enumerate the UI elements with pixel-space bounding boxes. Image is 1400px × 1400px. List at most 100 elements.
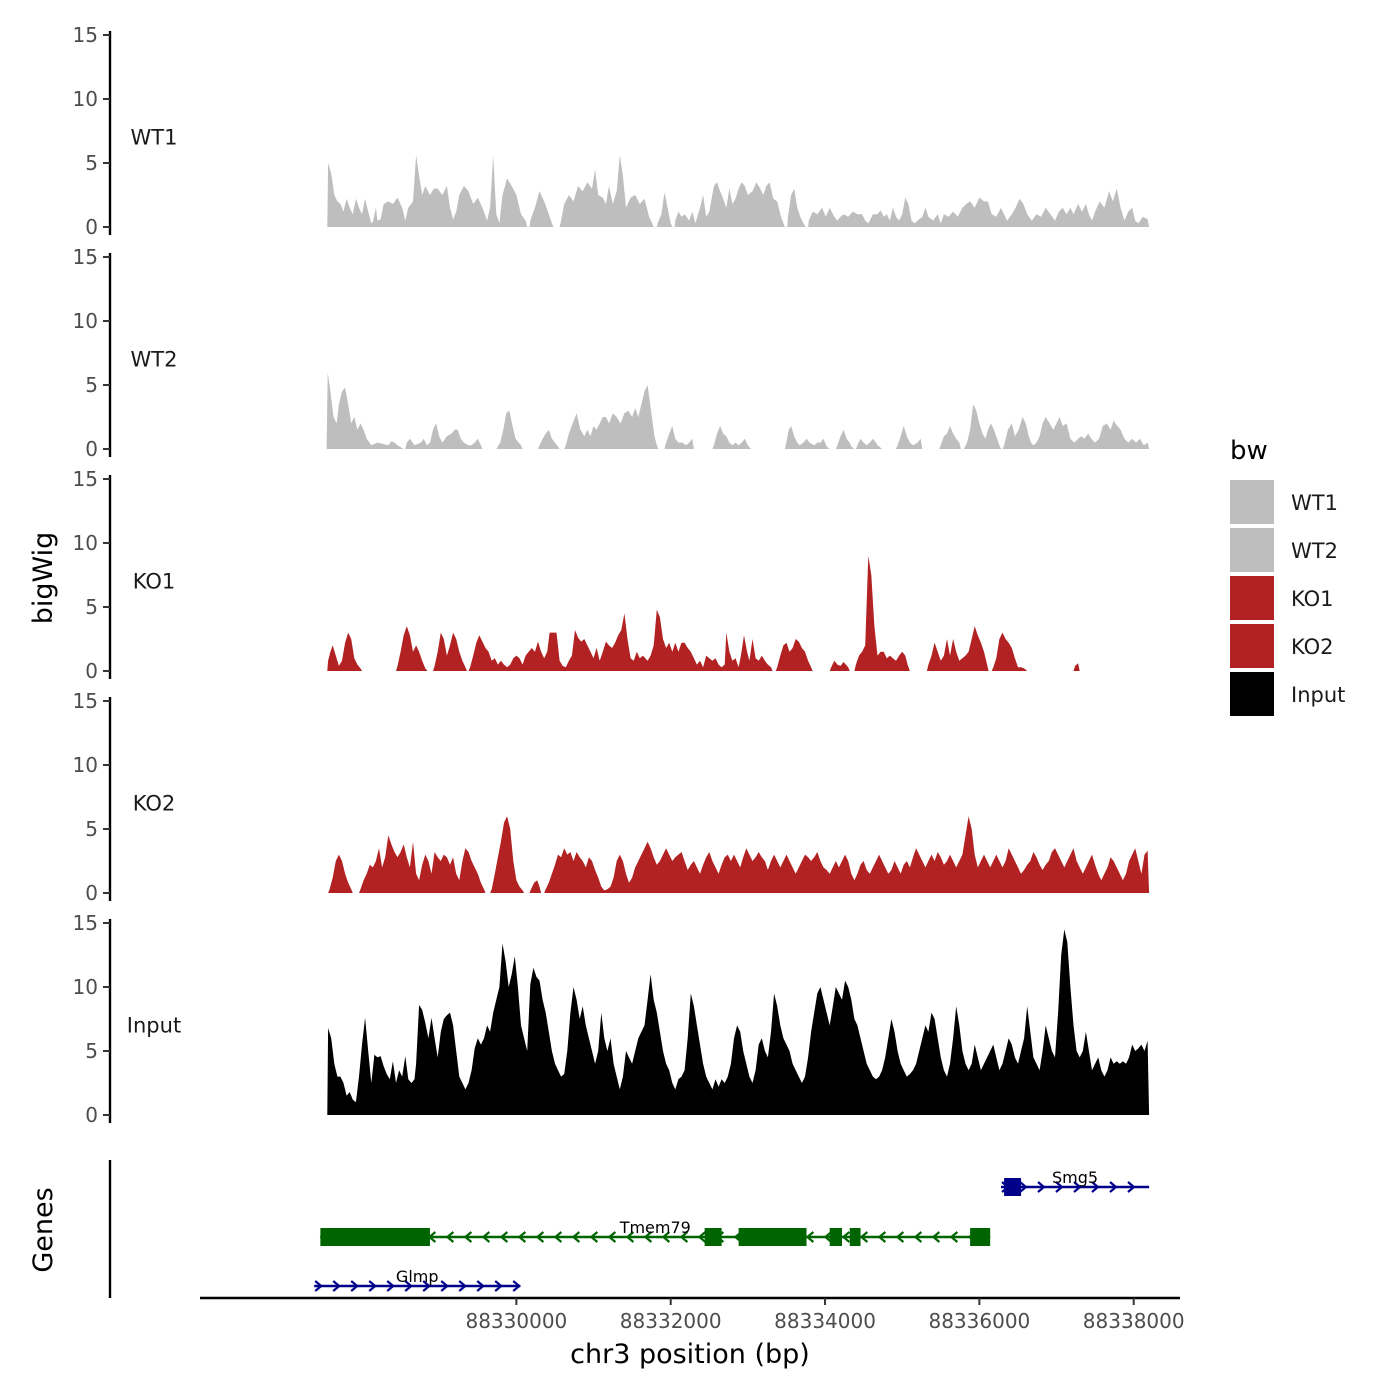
legend-key-ko1 — [1230, 576, 1274, 620]
gene-glmp: Glmp — [314, 1267, 521, 1292]
strand-arrow — [805, 1231, 815, 1243]
y-tick-label: 15 — [73, 467, 98, 491]
y-tick-label: 10 — [73, 87, 98, 111]
legend-label: KO1 — [1291, 587, 1334, 611]
strand-arrow — [877, 1231, 887, 1243]
y-tick-label: 0 — [85, 659, 98, 683]
y-tick-label: 5 — [85, 1039, 98, 1063]
y-tick-label: 10 — [73, 753, 98, 777]
strand-arrow — [314, 1280, 323, 1292]
y-tick-label: 5 — [85, 817, 98, 841]
strand-arrow — [476, 1280, 485, 1292]
gene-smg5: Smg5 — [1000, 1168, 1150, 1196]
track-label: WT1 — [131, 125, 178, 149]
y-tick-label: 10 — [73, 309, 98, 333]
y-tick-label: 5 — [85, 151, 98, 175]
strand-arrow — [535, 1231, 545, 1243]
strand-arrow — [859, 1231, 869, 1243]
strand-arrow — [368, 1280, 377, 1292]
y-tick-label: 5 — [85, 373, 98, 397]
strand-arrow — [661, 1231, 671, 1243]
x-tick-label: 88332000 — [620, 1309, 722, 1333]
gene-label: Smg5 — [1052, 1168, 1098, 1187]
coverage-area-wt1 — [327, 155, 1150, 227]
strand-arrow — [481, 1231, 491, 1243]
track-wt1: 0 5 10 15 WT1 — [73, 23, 1150, 239]
strand-arrow — [1127, 1181, 1136, 1193]
y-tick-label: 15 — [73, 689, 98, 713]
strand-arrow — [517, 1231, 527, 1243]
strand-arrow — [823, 1231, 833, 1243]
legend-label: Input — [1291, 683, 1345, 707]
strand-arrow — [589, 1231, 599, 1243]
strand-arrow — [625, 1231, 635, 1243]
y-tick-label: 10 — [73, 531, 98, 555]
y-tick-label: 0 — [85, 1103, 98, 1127]
strand-arrow — [1037, 1181, 1046, 1193]
strand-arrow — [386, 1280, 395, 1292]
strand-arrow — [422, 1280, 431, 1292]
y-tick-label: 5 — [85, 595, 98, 619]
track-ko1: 0 5 10 15 KO1 — [73, 467, 1080, 683]
strand-arrow — [1073, 1181, 1082, 1193]
track-label: KO2 — [133, 791, 176, 815]
exon — [970, 1228, 991, 1246]
y-tick-label: 10 — [73, 975, 98, 999]
legend-label: WT1 — [1291, 491, 1338, 515]
strand-arrow — [440, 1280, 449, 1292]
exon — [849, 1228, 861, 1246]
exon — [738, 1228, 807, 1246]
exon — [829, 1228, 843, 1246]
strand-arrow — [512, 1280, 521, 1292]
strand-arrow — [1019, 1181, 1028, 1193]
legend-title: bw — [1230, 436, 1268, 466]
strand-arrow — [931, 1231, 941, 1243]
gene-label: Tmem79 — [619, 1218, 691, 1237]
x-axis-title: chr3 position (bp) — [570, 1339, 810, 1370]
track-wt2: 0 5 10 15 WT2 — [73, 245, 1150, 461]
track-label: KO1 — [133, 569, 176, 593]
x-axis: 88330000 88332000 88334000 88336000 88338000 — [200, 1296, 1185, 1333]
legend-label: KO2 — [1291, 635, 1334, 659]
coverage-area-ko2 — [328, 816, 1150, 893]
y-tick-label: 15 — [73, 245, 98, 269]
legend-key-wt1 — [1230, 480, 1274, 524]
legend: bw WT1 WT2 KO1 KO2 Input — [1230, 436, 1345, 716]
coverage-area-ko1 — [327, 555, 1080, 671]
strand-arrow — [332, 1280, 341, 1292]
strand-arrow — [1055, 1181, 1064, 1193]
genes-layer: Smg5 Tmem79 Glmp — [108, 1160, 1150, 1298]
y-tick-label: 0 — [85, 215, 98, 239]
strand-arrow — [445, 1231, 455, 1243]
track-ko2: 0 5 10 15 KO2 — [73, 689, 1150, 905]
coverage-area-wt2 — [326, 372, 1150, 449]
strand-arrow — [494, 1280, 503, 1292]
gene-label: Glmp — [396, 1267, 439, 1286]
legend-key-input — [1230, 672, 1274, 716]
gene-tmem79: Tmem79 — [319, 1218, 991, 1246]
strand-arrow — [913, 1231, 923, 1243]
strand-arrow — [350, 1280, 359, 1292]
legend-key-wt2 — [1230, 528, 1274, 572]
x-tick-label: 88330000 — [465, 1309, 567, 1333]
x-tick-label: 88336000 — [928, 1309, 1030, 1333]
y-tick-label: 15 — [73, 23, 98, 47]
strand-arrow — [643, 1231, 653, 1243]
exon — [1004, 1178, 1022, 1196]
exon — [320, 1228, 430, 1246]
track-input: 0 5 10 15 Input — [73, 911, 1150, 1127]
y-tick-label: 0 — [85, 881, 98, 905]
strand-arrow — [895, 1231, 905, 1243]
legend-label: WT2 — [1291, 539, 1338, 563]
strand-arrow — [949, 1231, 959, 1243]
x-tick-label: 88338000 — [1083, 1309, 1185, 1333]
strand-arrow — [458, 1280, 467, 1292]
strand-arrow — [553, 1231, 563, 1243]
strand-arrow — [679, 1231, 689, 1243]
y-tick-label: 15 — [73, 911, 98, 935]
track-label: WT2 — [131, 347, 178, 371]
tracks-layer: 0 5 10 15 WT1 0 5 10 15 WT2 0 5 10 15 KO1 0 5 10 15 KO2 0 5 10… — [73, 23, 1150, 1127]
strand-arrow — [841, 1231, 851, 1243]
strand-arrow — [404, 1280, 413, 1292]
